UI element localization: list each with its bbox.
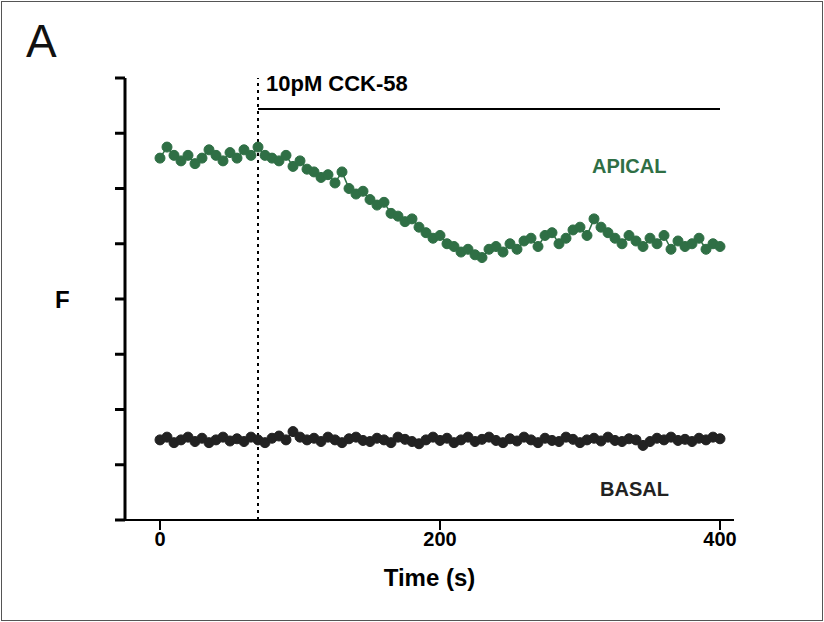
- html-text:APICAL: APICAL: [592, 155, 667, 177]
- svg-text:10pM CCK-58: 10pM CCK-58: [266, 71, 408, 96]
- html-text:A: A: [26, 15, 57, 67]
- html-text:BASAL: BASAL: [600, 478, 669, 500]
- svg-text:200: 200: [423, 528, 456, 550]
- svg-text:0: 0: [154, 528, 165, 550]
- svg-text:F: F: [55, 286, 70, 313]
- svg-text:Time (s): Time (s): [384, 564, 476, 591]
- svg-text:400: 400: [703, 528, 736, 550]
